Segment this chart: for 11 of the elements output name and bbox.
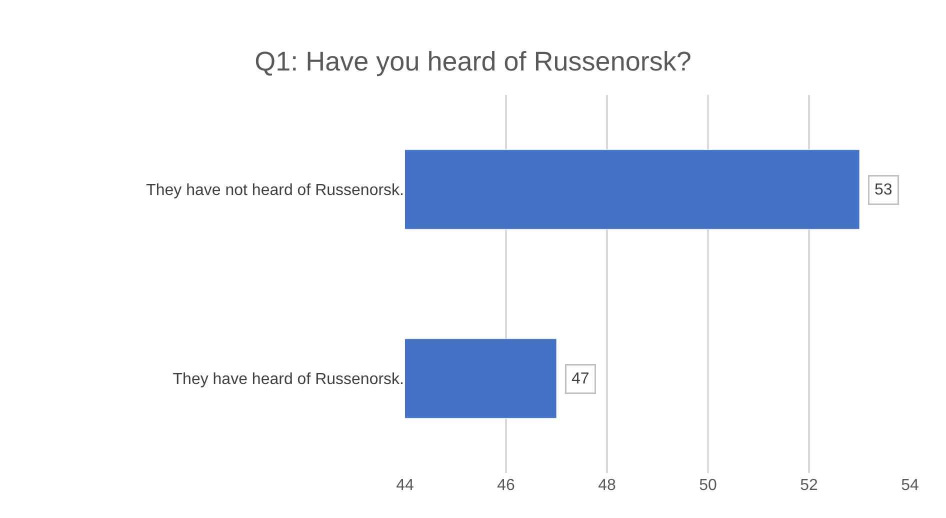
y-tick-label: They have not heard of Russenorsk.: [146, 182, 404, 200]
x-tick-label: 46: [497, 477, 515, 494]
x-tick-label: 50: [699, 477, 717, 494]
data-label: 53: [874, 182, 892, 198]
x-tick-label: 52: [800, 477, 818, 494]
chart-title: Q1: Have you heard of Russenorsk?: [254, 46, 692, 77]
y-tick-label: They have heard of Russenorsk.: [172, 371, 404, 388]
x-tick-label: 54: [901, 477, 919, 494]
x-tick-label: 44: [396, 477, 414, 494]
x-tick-label: 48: [598, 477, 616, 494]
data-label: 47: [572, 370, 590, 388]
